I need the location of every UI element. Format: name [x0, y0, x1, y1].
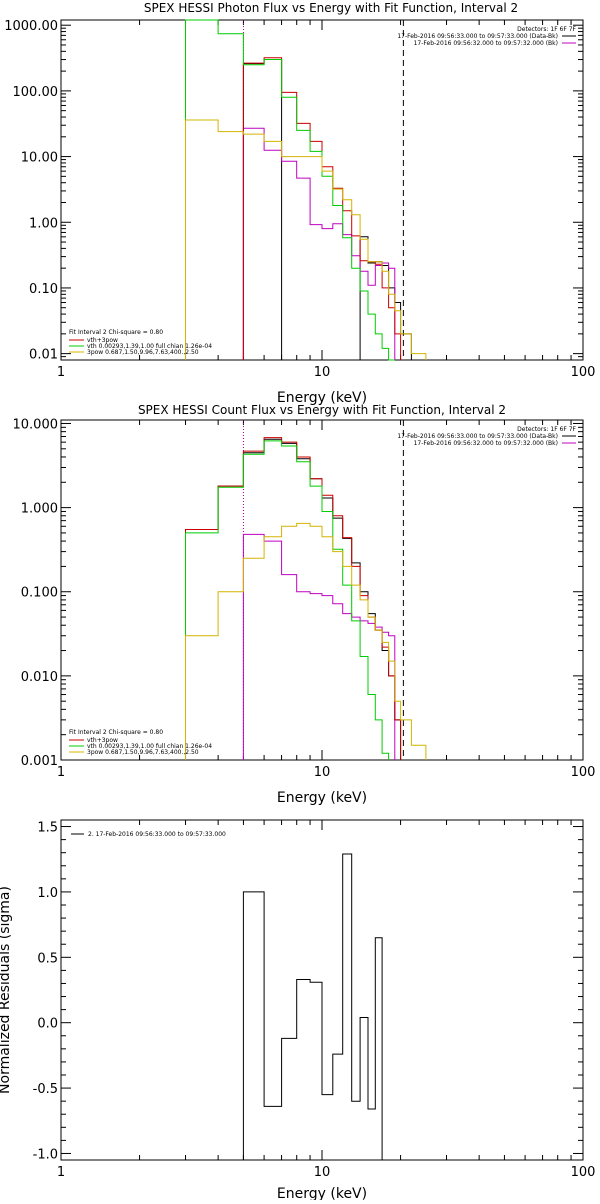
- photon-flux-header-row: 17-Feb-2016 09:56:32.000 to 09:57:32.000…: [414, 40, 576, 47]
- photon-flux-plot-area: 1 10 100 0.01 0.10 1.00 10.00 100.00 1000.00: [4, 19, 595, 380]
- y-tick-label: 0.100: [21, 586, 58, 601]
- legend-label-vth: vth 0.00293,1.39,1.00 full chian 1.26e-0…: [87, 343, 212, 350]
- y-tick-label: 0.0: [37, 1017, 58, 1032]
- x-tick-label: 100: [571, 365, 596, 380]
- photon-flux-x-axis-label: Energy (keV): [277, 390, 367, 406]
- count-flux-panel: SPEX HESSI Count Flux vs Energy with Fit…: [13, 403, 596, 806]
- photon-flux-plot-frame: [60, 19, 584, 361]
- y-tick-label: 1.00: [29, 216, 58, 231]
- photon-flux-header-row: 17-Feb-2016 09:56:33.000 to 09:57:33.000…: [397, 33, 576, 40]
- series-line-data-bk: [242, 59, 412, 360]
- y-tick-label: 0.10: [29, 282, 58, 297]
- series-line-3pow: [185, 522, 427, 760]
- residuals-legend: 2. 17-Feb-2016 09:56:33.000 to 09:57:33.…: [71, 831, 226, 838]
- y-tick-label: 1.0: [37, 886, 58, 901]
- x-tick-label: 1: [57, 365, 65, 380]
- y-tick-label: 1000.00: [4, 19, 58, 34]
- series-line-residuals: [242, 853, 383, 1160]
- photon-flux-panel: SPEX HESSI Photon Flux vs Energy with Fi…: [4, 1, 595, 406]
- photon-flux-legend: Fit Interval 2 Chi-square = 0.80 vth+3po…: [69, 329, 212, 356]
- count-flux-title: SPEX HESSI Count Flux vs Energy with Fit…: [138, 403, 506, 417]
- residuals-x-axis-label: Energy (keV): [277, 1186, 367, 1200]
- x-tick-label: 10: [314, 1165, 331, 1180]
- y-tick-label: 0.010: [21, 670, 58, 685]
- y-tick-label: 0.01: [29, 348, 58, 363]
- photon-flux-title: SPEX HESSI Photon Flux vs Energy with Fi…: [144, 1, 518, 15]
- count-flux-x-axis-label: Energy (keV): [277, 790, 367, 806]
- series-line-data-bk: [185, 438, 402, 760]
- count-flux-legend: Fit Interval 2 Chi-square = 0.80 vth+3po…: [69, 729, 212, 756]
- count-flux-data-interval-label: 17-Feb-2016 09:56:33.000 to 09:57:33.000…: [397, 433, 558, 440]
- series-line-vth-3pow: [242, 57, 402, 360]
- legend-label-vth: vth 0.00293,1.39,1.00 full chian 1.26e-0…: [87, 743, 212, 750]
- count-flux-bk-interval-label: 17-Feb-2016 09:56:32.000 to 09:57:32.000…: [414, 440, 558, 447]
- series-line-vth: [185, 440, 390, 760]
- residuals-panel: 1 10 100 -1.0 -0.5 0.0 0.5 1.0 1.5 2. 17-Feb-201…: [0, 819, 596, 1202]
- y-tick-label: -0.5: [33, 1082, 58, 1097]
- y-tick-label: 1.000: [21, 502, 58, 517]
- legend-label-residuals: 2. 17-Feb-2016 09:56:33.000 to 09:57:33.…: [88, 831, 226, 838]
- x-tick-label: 1: [57, 1165, 65, 1180]
- x-tick-label: 100: [571, 765, 596, 780]
- x-tick-label: 100: [571, 1165, 596, 1180]
- y-tick-label: 10.00: [21, 151, 58, 166]
- photon-flux-bk-interval-label: 17-Feb-2016 09:56:32.000 to 09:57:32.000…: [414, 40, 558, 47]
- x-tick-label: 1: [57, 765, 65, 780]
- count-flux-header-row: 17-Feb-2016 09:56:33.000 to 09:57:33.000…: [397, 433, 576, 440]
- series-line-3pow: [185, 119, 427, 360]
- y-tick-label: 1.5: [37, 821, 58, 836]
- legend-label-vth-3pow: vth+3pow: [87, 737, 118, 744]
- photon-flux-detectors-label: Detectors: 1F 6F 7F: [517, 26, 576, 33]
- y-tick-label: 0.001: [21, 754, 58, 769]
- legend-label-vth-3pow: vth+3pow: [87, 337, 118, 344]
- count-flux-plot-frame: [60, 419, 584, 761]
- count-flux-detectors-label: Detectors: 1F 6F 7F: [517, 426, 576, 433]
- count-flux-plot-area: 1 10 100 0.001 0.010 0.100 1.000 10.000: [13, 417, 596, 780]
- count-flux-header-row: 17-Feb-2016 09:56:32.000 to 09:57:32.000…: [414, 440, 576, 447]
- x-tick-label: 10: [314, 365, 331, 380]
- y-tick-label: 10.000: [13, 417, 59, 432]
- photon-flux-legend-title: Fit Interval 2 Chi-square = 0.80: [69, 329, 163, 336]
- series-line-bk: [242, 533, 396, 760]
- x-tick-label: 10: [314, 765, 331, 780]
- y-tick-label: 0.5: [37, 951, 58, 966]
- series-line-vth-3pow: [185, 437, 402, 760]
- residuals-plot-area: 1 10 100 -1.0 -0.5 0.0 0.5 1.0 1.5: [33, 820, 596, 1180]
- residuals-y-axis-label: Normalized Residuals (sigma): [0, 886, 13, 1094]
- series-line-vth: [185, 19, 395, 361]
- series-line-bk: [242, 127, 396, 360]
- y-tick-label: 100.00: [13, 85, 59, 100]
- count-flux-legend-title: Fit Interval 2 Chi-square = 0.80: [69, 729, 163, 736]
- legend-label-3pow: 3pow 0.687,1.50,9.96,7.63,400.,2.50: [87, 749, 199, 756]
- photon-flux-data-interval-label: 17-Feb-2016 09:56:33.000 to 09:57:33.000…: [397, 33, 558, 40]
- y-tick-label: -1.0: [33, 1147, 58, 1162]
- legend-label-3pow: 3pow 0.687,1.50,9.96,7.63,400.,2.50: [87, 349, 199, 356]
